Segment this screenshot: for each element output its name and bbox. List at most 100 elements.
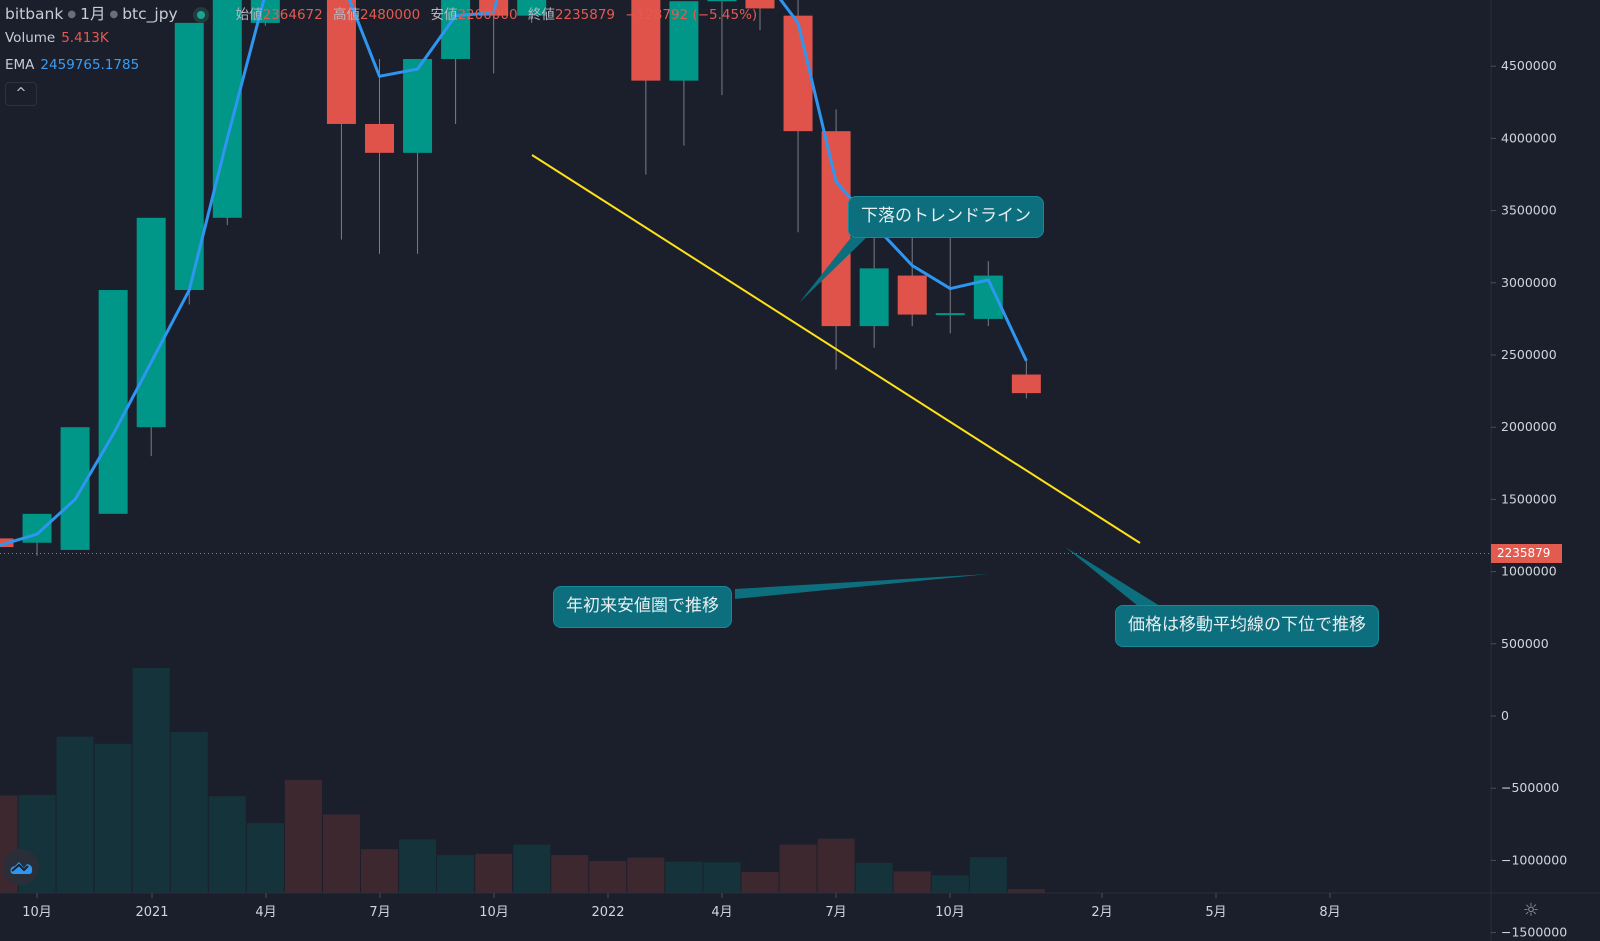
symbol-name[interactable]: btc_jpy (122, 5, 178, 23)
candle-body (98, 290, 128, 514)
callout-pointer-low (735, 574, 989, 599)
volume-bar (893, 871, 931, 893)
time-tick-label: 2022 (591, 905, 624, 920)
interval-label[interactable]: 1月 (80, 5, 106, 23)
volume-bar (931, 875, 969, 893)
volume-bar (361, 849, 398, 893)
volume-bar (208, 796, 246, 893)
change-value: −128792 (−5.45%) (625, 7, 758, 23)
volume-bar (741, 872, 779, 893)
volume-bar (1007, 889, 1045, 893)
time-tick-label: 10月 (22, 905, 52, 920)
volume-bar (399, 839, 437, 893)
volume-bar (322, 814, 360, 893)
exchange-name[interactable]: bitbank (5, 5, 64, 23)
price-tick-label: −1000000 (1501, 852, 1567, 867)
price-axis[interactable]: 9500000900000085000008000000750000070000… (1491, 0, 1567, 941)
candle-body (403, 58, 433, 153)
high-value: 2480000 (360, 7, 421, 23)
candle-body (859, 268, 889, 327)
price-tick-label: 0 (1501, 708, 1509, 723)
high-label: 高値 (333, 7, 361, 23)
volume-bar (246, 823, 284, 893)
close-value: 2235879 (554, 7, 615, 23)
volume-bars (0, 668, 1045, 893)
callout-pointer-trendline (799, 230, 870, 303)
volume-bar (551, 855, 589, 893)
callout-trendline[interactable]: 下落のトレンドライン (848, 196, 1044, 238)
volume-bar (703, 862, 741, 893)
volume-legend[interactable]: Volume 5.413K (5, 30, 109, 46)
low-label: 安値 (430, 7, 458, 23)
callout-below-ema[interactable]: 価格は移動平均線の下位で推移 (1115, 605, 1379, 647)
volume-bar (513, 844, 551, 893)
volume-bar (855, 862, 893, 893)
time-tick-label: 7月 (369, 905, 390, 920)
volume-bar (94, 743, 132, 893)
time-tick-label: 10月 (935, 905, 965, 920)
volume-bar (284, 779, 322, 893)
candle-body (60, 427, 90, 550)
candle-body (935, 313, 965, 316)
candle-body (707, 0, 737, 2)
volume-bar (132, 668, 170, 893)
ema-legend[interactable]: EMA 2459765.1785 (5, 57, 139, 73)
candle-body (783, 15, 813, 132)
time-tick-label: 8月 (1319, 905, 1340, 920)
callout-pointer-ema (1065, 547, 1160, 606)
volume-bar (475, 853, 513, 893)
price-tick-label: 2000000 (1501, 419, 1557, 434)
time-tick-label: 5月 (1205, 905, 1226, 920)
market-status-icon (192, 6, 209, 23)
candle-body (136, 217, 166, 428)
symbol-legend: bitbank ● 1月 ● btc_jpy 始値2364672 高値2480000 安… (5, 5, 758, 23)
price-tick-label: −1500000 (1501, 925, 1567, 940)
time-axis[interactable]: 10月 2021 4月 7月 10月 2022 4月 7月 10月 2月 5月 8月 (22, 893, 1341, 920)
open-value: 2364672 (262, 7, 323, 23)
price-tick-label: 4500000 (1501, 58, 1557, 73)
volume-value: 5.413K (61, 30, 109, 46)
time-tick-label: 10月 (479, 905, 509, 920)
candles (0, 0, 1041, 556)
price-tick-label: 500000 (1501, 636, 1549, 651)
volume-label: Volume (5, 30, 56, 46)
time-tick-label: 7月 (825, 905, 846, 920)
candle-body (745, 0, 775, 9)
callout-yearly-low[interactable]: 年初来安値圏で推移 (553, 586, 732, 628)
downtrend-line[interactable] (531, 154, 1141, 544)
volume-bar (56, 736, 94, 893)
ohlc-values: 始値2364672 高値2480000 安値2200000 終値2235879 … (230, 7, 758, 23)
price-tick-label: 3000000 (1501, 275, 1557, 290)
close-label: 終値 (527, 7, 555, 23)
price-tick-label: 1000000 (1501, 564, 1557, 579)
price-tick-label: 1500000 (1501, 491, 1557, 506)
candle-body (669, 1, 699, 81)
ema-value: 2459765.1785 (40, 57, 140, 73)
price-tick-label: 2500000 (1501, 347, 1557, 362)
volume-bar (817, 838, 855, 893)
price-tick-label: 4000000 (1501, 130, 1557, 145)
time-tick-label: 2月 (1091, 905, 1112, 920)
volume-bar (170, 732, 208, 893)
candle-body (631, 0, 661, 81)
last-price-tag: 2235879 (1491, 544, 1562, 563)
chevron-up-icon: ^ (15, 86, 27, 101)
volume-bar (969, 857, 1007, 893)
volume-bar (665, 861, 703, 893)
settings-gear-icon[interactable]: ☼ (1522, 900, 1540, 921)
volume-bar (437, 855, 475, 893)
time-tick-label: 2021 (135, 905, 168, 920)
price-tick-label: 3500000 (1501, 203, 1557, 218)
tradingview-logo-icon[interactable] (3, 849, 39, 885)
collapse-legend-button[interactable]: ^ (5, 82, 37, 106)
price-tick-label: −500000 (1501, 780, 1559, 795)
candle-body (517, 0, 547, 16)
time-tick-label: 4月 (255, 905, 276, 920)
candle-body (326, 0, 356, 124)
ema-label: EMA (5, 57, 35, 73)
volume-bar (589, 860, 627, 893)
candle-body (365, 123, 394, 153)
candle-body (212, 0, 242, 218)
